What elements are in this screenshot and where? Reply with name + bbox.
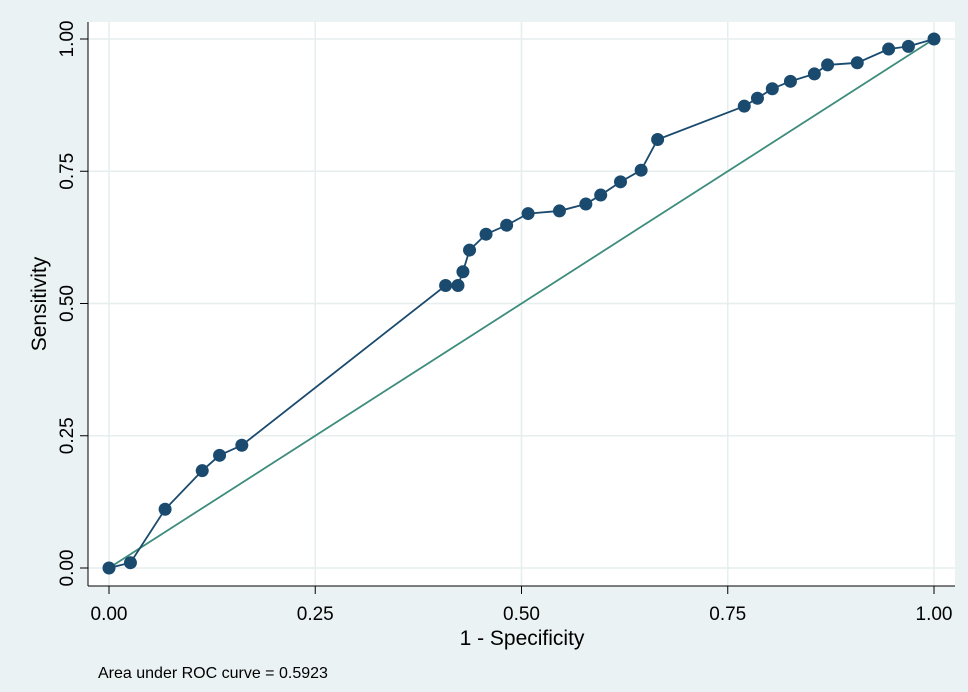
roc-point: [102, 561, 116, 575]
roc-point: [579, 197, 593, 211]
roc-point: [737, 99, 751, 113]
roc-point: [807, 67, 821, 81]
roc-point: [521, 207, 535, 221]
roc-point: [451, 279, 465, 293]
reference-line: [108, 38, 935, 569]
ticks: 0.00 0.25 0.50 0.75 1.00 0.00 0.25 0.50 0.75 1.00: [57, 21, 952, 625]
x-tick-label: 0.00: [91, 604, 128, 625]
y-axis-title: Sensitivity: [28, 256, 51, 351]
x-tick-label: 1.00: [916, 604, 953, 625]
y-tick-label: 0.00: [57, 550, 78, 587]
roc-point: [765, 82, 779, 96]
roc-point: [463, 243, 477, 257]
roc-point: [479, 227, 493, 241]
roc-point: [195, 464, 209, 478]
auc-note: Area under ROC curve = 0.5923: [98, 665, 328, 682]
roc-point: [750, 91, 764, 105]
y-tick-label: 0.50: [57, 285, 78, 322]
x-tick-label: 0.50: [503, 604, 540, 625]
y-tick-label: 0.75: [57, 153, 78, 190]
x-tick-label: 0.25: [297, 604, 334, 625]
roc-point: [850, 56, 864, 70]
roc-point: [456, 265, 470, 279]
y-tick-label: 1.00: [57, 21, 78, 58]
roc-point: [500, 218, 514, 232]
roc-point: [634, 163, 648, 177]
roc-point: [594, 188, 608, 202]
roc-point: [901, 39, 915, 53]
roc-point: [614, 175, 627, 189]
roc-point: [439, 279, 453, 293]
roc-point: [213, 448, 227, 462]
y-tick-label: 0.25: [57, 417, 78, 454]
roc-point: [552, 204, 566, 218]
roc-point: [882, 42, 896, 56]
roc-point: [123, 556, 137, 570]
roc-point: [158, 502, 172, 516]
x-tick-label: 0.75: [709, 604, 746, 625]
roc-point: [235, 438, 249, 452]
roc-point: [651, 133, 665, 147]
roc-point: [821, 58, 835, 72]
roc-points: [102, 32, 941, 575]
roc-point: [927, 32, 941, 46]
reference-line-group: [108, 38, 935, 569]
x-axis-title: 1 - Specificity: [460, 627, 585, 650]
roc-point: [783, 74, 797, 88]
